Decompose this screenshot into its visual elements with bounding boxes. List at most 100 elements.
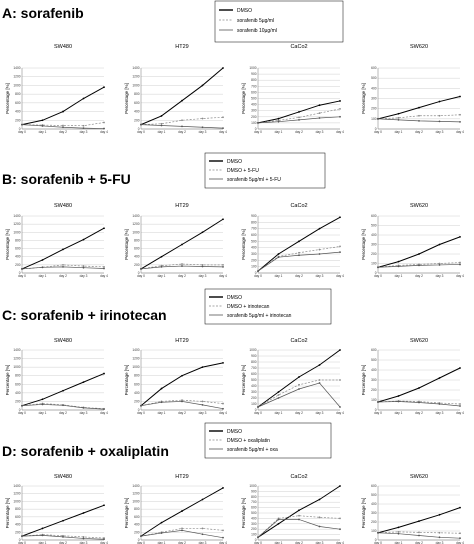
panel-title: SW620 — [410, 203, 428, 209]
data-point — [181, 265, 183, 267]
y-tick-label: 200 — [15, 399, 21, 403]
data-point — [82, 127, 85, 130]
data-point — [140, 268, 142, 270]
x-tick-label: day 4 — [219, 274, 227, 278]
data-point — [181, 119, 183, 122]
y-tick-label: 1200 — [13, 75, 20, 79]
x-tick-label: day 4 — [100, 274, 108, 278]
y-tick-label: 100 — [371, 529, 377, 533]
legend-label-a-2: sorafenib 5µg/ml — [237, 18, 274, 24]
data-point — [318, 498, 321, 501]
data-point — [459, 120, 461, 123]
panel-title: HT29 — [175, 474, 188, 480]
y-tick-label: 200 — [371, 252, 377, 256]
data-point — [418, 531, 420, 534]
y-tick-label: 300 — [371, 378, 377, 382]
section-title-b: B: sorafenib + 5-FU — [2, 171, 131, 187]
data-point — [318, 525, 321, 528]
y-tick-label: 0 — [138, 538, 140, 542]
y-tick-label: 1200 — [132, 222, 139, 226]
data-point — [339, 100, 341, 102]
series-line-control — [21, 86, 105, 126]
data-point — [298, 518, 300, 521]
y-tick-label: 0 — [255, 408, 257, 412]
legend-label-b-3: sorafenib 5µg/ml + 5-FU — [227, 177, 281, 183]
x-tick-label: day 3 — [199, 130, 207, 134]
y-tick-label: 800 — [251, 78, 257, 82]
y-tick-label: 200 — [15, 118, 21, 122]
data-point — [21, 268, 23, 270]
data-point — [82, 406, 85, 409]
data-point — [181, 99, 183, 102]
data-point — [459, 263, 461, 266]
x-tick-label: day 1 — [395, 541, 403, 544]
y-tick-label: 800 — [15, 238, 21, 242]
y-tick-label: 700 — [251, 84, 257, 88]
data-point — [201, 400, 204, 403]
y-axis-title: Percentage [%] — [361, 365, 366, 396]
data-point — [82, 266, 85, 269]
data-point — [397, 526, 400, 529]
x-tick-label: day 4 — [456, 411, 464, 415]
y-tick-label: 600 — [134, 515, 140, 519]
data-point — [459, 403, 461, 405]
data-point — [397, 532, 400, 535]
data-point — [377, 266, 379, 269]
y-axis-title: Percentage [%] — [5, 498, 10, 529]
data-point — [418, 264, 420, 267]
data-point — [62, 404, 64, 407]
x-tick-label: day 2 — [178, 541, 186, 544]
y-tick-label: 600 — [251, 372, 257, 376]
y-tick-label: 100 — [371, 262, 377, 266]
series-line-combo — [257, 382, 341, 408]
y-tick-label: 600 — [251, 506, 257, 510]
data-point — [277, 256, 280, 259]
panel-title: HT29 — [175, 338, 188, 344]
data-point — [21, 535, 23, 538]
y-tick-label: 500 — [251, 378, 257, 382]
data-point — [82, 536, 85, 538]
y-tick-label: 100 — [371, 398, 377, 402]
data-point — [103, 86, 105, 89]
data-point — [181, 399, 183, 402]
x-tick-label: day 2 — [295, 130, 303, 134]
x-tick-label: day 4 — [219, 411, 227, 415]
data-point — [62, 536, 64, 538]
y-tick-label: 300 — [371, 243, 377, 247]
legend-a: DMSO sorafenib 5µg/ml sorafenib 10µg/ml — [214, 0, 344, 43]
data-point — [318, 382, 321, 384]
y-tick-label: 800 — [134, 374, 140, 378]
y-tick-label: 200 — [371, 520, 377, 524]
data-point — [298, 240, 300, 243]
data-point — [222, 529, 224, 532]
x-tick-label: day 2 — [415, 130, 423, 134]
y-tick-label: 400 — [251, 246, 257, 250]
y-tick-label: 500 — [371, 76, 377, 80]
x-tick-label: day 1 — [395, 130, 403, 134]
y-tick-label: 500 — [251, 97, 257, 101]
data-point — [318, 112, 321, 115]
x-tick-label: day 3 — [436, 130, 444, 134]
y-axis-title: Percentage [%] — [361, 498, 366, 529]
y-tick-label: 0 — [255, 538, 257, 542]
y-tick-label: 700 — [251, 366, 257, 370]
data-point — [397, 112, 400, 115]
data-point — [222, 263, 224, 266]
y-tick-label: 1000 — [13, 230, 20, 234]
x-tick-label: day 2 — [295, 541, 303, 544]
data-point — [318, 104, 321, 107]
data-point — [21, 404, 23, 407]
x-tick-label: day 2 — [415, 274, 423, 278]
legend-label-b-1: DMSO — [227, 159, 242, 165]
section-title-a: A: sorafenib — [2, 5, 84, 21]
chart-panel-a-sw480: SW480 0 200 400 600 800 1000 1200 1400 day 0 day 1… — [5, 44, 108, 134]
y-tick-label: 400 — [371, 86, 377, 90]
legend-box — [214, 0, 344, 43]
data-point — [41, 125, 44, 127]
data-point — [181, 243, 183, 246]
chart-panel-b-caco2: CaCo2 0 100 200 300 400 500 600 700 800 900 day 0 da… — [241, 203, 344, 278]
data-point — [41, 259, 44, 261]
y-tick-label: 600 — [15, 101, 21, 105]
data-point — [418, 520, 420, 522]
